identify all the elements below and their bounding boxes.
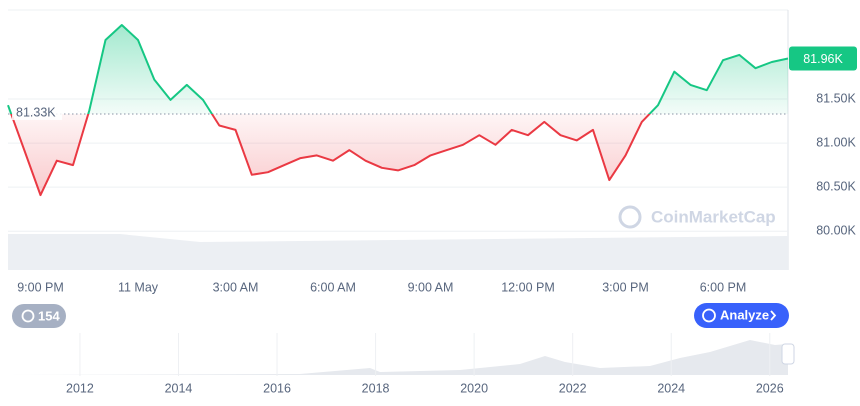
navigator-area — [8, 340, 788, 375]
y-tick-label: 81.00K — [816, 135, 856, 149]
volume-band — [8, 234, 788, 270]
watermark: CoinMarketCap — [618, 205, 776, 229]
x-tick-label: 9:00 AM — [408, 280, 454, 294]
navigator-tick-label: 2018 — [362, 381, 390, 395]
price-line — [7, 24, 789, 197]
current-price-box — [789, 46, 857, 71]
x-tick-label: 12:00 PM — [501, 280, 555, 294]
y-tick-label: 80.00K — [816, 224, 856, 238]
x-tick-label: 11 May — [118, 280, 159, 294]
x-tick-label: 6:00 PM — [700, 280, 747, 294]
alerts-badge[interactable]: 154 — [12, 304, 66, 328]
navigator-tick-label: 2024 — [657, 381, 685, 395]
navigator-tick-label: 2016 — [263, 381, 291, 395]
alerts-count: 154 — [38, 308, 60, 323]
navigator-tick-label: 2026 — [756, 381, 784, 395]
x-tick-label: 9:00 PM — [17, 280, 64, 294]
area-fill — [8, 25, 788, 196]
baseline-label: 81.33K — [16, 105, 56, 119]
x-tick-label: 3:00 PM — [602, 280, 649, 294]
baseline-label-bg — [12, 104, 62, 120]
navigator-tick-label: 2020 — [460, 381, 488, 395]
current-price-label: 81.96K — [803, 52, 843, 66]
y-tick-label: 80.50K — [816, 179, 856, 193]
x-tick-label: 3:00 AM — [213, 280, 259, 294]
watermark-text: CoinMarketCap — [651, 207, 776, 226]
navigator-handle[interactable] — [781, 343, 795, 365]
y-tick-label: 81.50K — [816, 91, 856, 105]
analyze-button[interactable]: Analyze — [694, 303, 789, 328]
navigator-tick-label: 2012 — [66, 381, 94, 395]
navigator-tick-label: 2022 — [559, 381, 587, 395]
x-tick-label: 6:00 AM — [310, 280, 356, 294]
navigator-tick-label: 2014 — [165, 381, 193, 395]
analyze-label: Analyze — [720, 307, 769, 322]
